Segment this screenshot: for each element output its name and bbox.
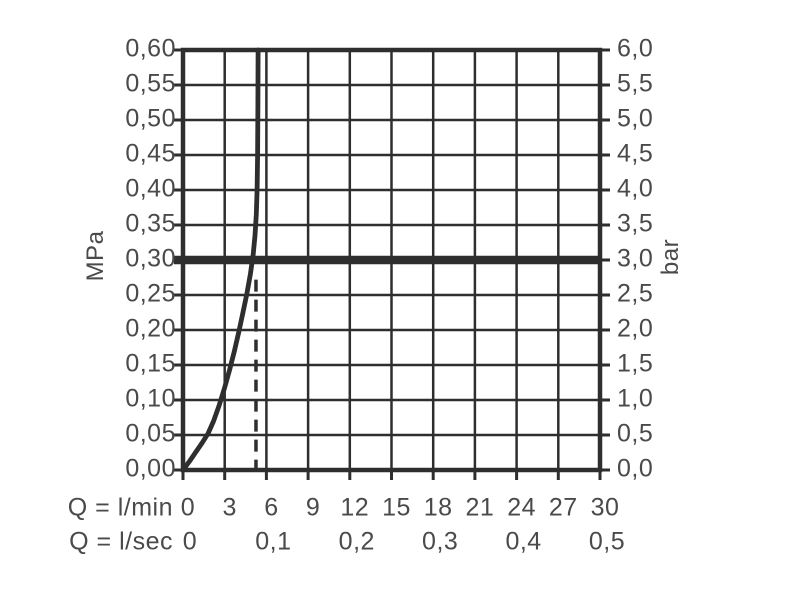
y-right-tick-label: 6,0	[617, 34, 654, 63]
x-lmin-tick-label: 0	[180, 493, 196, 522]
plot-border	[180, 47, 603, 473]
y-left-tick-label: 0,20	[125, 314, 176, 343]
y-left-tick-label: 0,35	[125, 209, 176, 238]
y-left-tick-label: 0,55	[125, 69, 176, 98]
y-left-axis-title: MPa	[82, 230, 109, 282]
x-lmin-tick-label: 27	[548, 493, 578, 522]
y-right-tick-label: 5,0	[617, 104, 654, 133]
y-left-tick-label: 0,10	[125, 384, 176, 413]
x-lsec-tick-label: 0,2	[338, 527, 375, 556]
x-lmin-tick-label: 6	[264, 493, 279, 522]
y-right-tick-label: 3,0	[617, 244, 654, 273]
y-right-axis-title: bar	[657, 238, 684, 276]
y-left-tick-label: 0,05	[125, 419, 176, 448]
y-left-tick-label: 0,45	[125, 139, 176, 168]
y-right-tick-label: 5,5	[617, 69, 654, 98]
x-lsec-tick-label: 0,1	[255, 527, 292, 556]
y-right-tick-label: 2,5	[617, 279, 654, 308]
x-lmin-tick-label: 12	[340, 493, 370, 522]
y-right-tick-label: 4,0	[617, 174, 654, 203]
x-lmin-tick-label: 24	[507, 493, 536, 522]
x-lmin-tick-label: 18	[423, 493, 453, 522]
y-right-tick-label: 3,5	[617, 209, 654, 238]
y-right-tick-label: 2,0	[617, 314, 654, 343]
x-axis-row-label-lsec: Q = l/sec	[69, 527, 173, 556]
x-lsec-tick-label: 0,4	[505, 527, 542, 556]
x-lsec-tick-label: 0,5	[588, 527, 626, 556]
x-lsec-tick-label: 0	[182, 527, 198, 556]
x-lmin-tick-label: 15	[382, 493, 411, 522]
y-right-tick-label: 1,5	[617, 349, 654, 378]
y-left-tick-label: 0,25	[125, 279, 176, 308]
x-lmin-tick-label: 21	[465, 493, 495, 522]
x-lmin-tick-label: 3	[222, 493, 237, 522]
y-left-tick-label: 0,15	[125, 349, 176, 378]
y-left-tick-label: 0,60	[125, 34, 176, 63]
x-lsec-tick-label: 0,3	[422, 527, 459, 556]
curve-layer	[180, 47, 261, 473]
y-left-tick-label: 0,30	[125, 244, 176, 273]
y-left-tick-label: 0,50	[125, 104, 176, 133]
y-right-tick-label: 4,5	[617, 139, 654, 168]
y-left-tick-label: 0,40	[125, 174, 176, 203]
y-left-tick-label: 0,00	[125, 454, 176, 483]
flow-pressure-curve	[180, 47, 261, 473]
x-lmin-tick-label: 30	[590, 493, 620, 522]
x-lmin-tick-label: 9	[305, 493, 321, 522]
y-right-tick-label: 0,5	[617, 419, 654, 448]
x-axis-row-label-lmin: Q = l/min	[67, 493, 173, 522]
border-layer	[180, 47, 603, 473]
y-right-tick-label: 1,0	[617, 384, 654, 413]
y-right-tick-label: 0,0	[617, 454, 654, 483]
